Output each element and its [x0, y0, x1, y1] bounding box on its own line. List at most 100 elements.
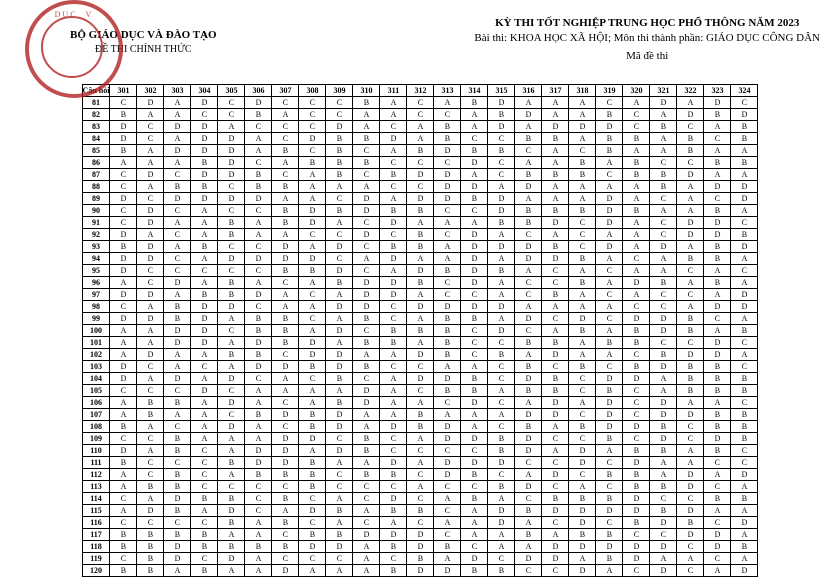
answer-cell: C — [650, 229, 677, 241]
answer-cell: B — [272, 205, 299, 217]
answer-cell: A — [272, 109, 299, 121]
answer-cell: C — [596, 265, 623, 277]
answer-cell: A — [407, 133, 434, 145]
answer-cell: D — [218, 133, 245, 145]
answer-cell: A — [596, 253, 623, 265]
answer-cell: A — [542, 325, 569, 337]
answer-cell: D — [245, 289, 272, 301]
answer-cell: B — [461, 97, 488, 109]
answer-cell: C — [704, 313, 731, 325]
answer-cell: A — [137, 145, 164, 157]
question-number: 93 — [82, 241, 110, 253]
answer-cell: B — [569, 493, 596, 505]
table-row: 99DDBDABBCABCABBADCDCDDBCA — [82, 313, 758, 325]
answer-cell: B — [110, 529, 137, 541]
answer-cell: C — [461, 481, 488, 493]
answer-cell: C — [110, 385, 137, 397]
answer-cell: B — [191, 181, 218, 193]
answer-cell: C — [110, 433, 137, 445]
answer-cell: D — [650, 97, 677, 109]
answer-cell: C — [434, 277, 461, 289]
answer-cell: D — [488, 205, 515, 217]
answer-cell: C — [164, 517, 191, 529]
answer-cell: A — [677, 553, 704, 565]
answer-cell: D — [272, 361, 299, 373]
answer-cell: D — [542, 121, 569, 133]
answer-cell: A — [677, 445, 704, 457]
answer-cell: D — [137, 289, 164, 301]
answer-cell: A — [137, 493, 164, 505]
answer-cell: D — [677, 529, 704, 541]
question-number: 107 — [82, 409, 110, 421]
answer-cell: D — [434, 565, 461, 577]
answer-cell: B — [299, 469, 326, 481]
answer-cell: B — [272, 493, 299, 505]
answer-cell: B — [380, 337, 407, 349]
answer-cell: A — [407, 337, 434, 349]
answer-cell: C — [218, 325, 245, 337]
answer-cell: B — [731, 385, 758, 397]
answer-cell: D — [272, 409, 299, 421]
question-number: 82 — [82, 109, 110, 121]
answer-cell: D — [488, 241, 515, 253]
answer-cell: A — [191, 433, 218, 445]
answer-cell: C — [326, 109, 353, 121]
col-code: 320 — [623, 85, 650, 97]
answer-cell: D — [677, 505, 704, 517]
answer-cell: B — [218, 517, 245, 529]
col-code: 305 — [218, 85, 245, 97]
answer-cell: C — [272, 553, 299, 565]
answer-cell: D — [353, 277, 380, 289]
answer-cell: A — [380, 409, 407, 421]
answer-cell: D — [515, 481, 542, 493]
answer-cell: D — [542, 397, 569, 409]
answer-cell: D — [326, 421, 353, 433]
answer-cell: C — [272, 97, 299, 109]
answer-cell: C — [272, 133, 299, 145]
table-row: 89DCDDDDAACDADDBDAAADACACD — [82, 193, 758, 205]
ministry-label: BỘ GIÁO DỤC VÀ ĐÀO TẠO — [70, 28, 217, 43]
answer-cell: C — [650, 529, 677, 541]
answer-cell: A — [407, 457, 434, 469]
answer-cell: C — [326, 229, 353, 241]
answer-cell: C — [515, 457, 542, 469]
question-number: 100 — [82, 325, 110, 337]
answer-cell: D — [515, 181, 542, 193]
answer-cell: C — [191, 469, 218, 481]
answer-cell: A — [596, 277, 623, 289]
answer-cell: A — [434, 217, 461, 229]
col-code: 324 — [731, 85, 758, 97]
answer-cell: B — [272, 181, 299, 193]
answer-cell: D — [380, 493, 407, 505]
table-row: 93BDABCCDADCBBADDDBCDADABD — [82, 241, 758, 253]
answer-cell: A — [650, 265, 677, 277]
answer-cell: D — [272, 457, 299, 469]
answer-cell: D — [569, 445, 596, 457]
answer-cell: B — [461, 145, 488, 157]
answer-cell: B — [704, 409, 731, 421]
answer-cell: B — [704, 253, 731, 265]
answer-cell: B — [704, 109, 731, 121]
answer-cell: C — [407, 361, 434, 373]
answer-cell: C — [353, 325, 380, 337]
answer-cell: B — [731, 157, 758, 169]
answer-cell: C — [137, 433, 164, 445]
question-number: 106 — [82, 397, 110, 409]
answer-cell: B — [461, 493, 488, 505]
answer-cell: D — [623, 457, 650, 469]
answer-cell: A — [731, 277, 758, 289]
answer-cell: C — [461, 325, 488, 337]
exam-title: KỲ THI TỐT NGHIỆP TRUNG HỌC PHỔ THÔNG NĂ… — [474, 16, 820, 31]
answer-cell: B — [218, 217, 245, 229]
answer-cell: C — [542, 457, 569, 469]
answer-cell: C — [245, 481, 272, 493]
question-number: 98 — [82, 301, 110, 313]
answer-cell: C — [164, 457, 191, 469]
answer-cell: D — [569, 541, 596, 553]
answer-cell: D — [191, 169, 218, 181]
table-row: 96ACDABACABDDBCDACCBADBABA — [82, 277, 758, 289]
answer-cell: B — [326, 277, 353, 289]
answer-cell: A — [245, 277, 272, 289]
answer-cell: D — [137, 217, 164, 229]
answer-cell: C — [407, 493, 434, 505]
